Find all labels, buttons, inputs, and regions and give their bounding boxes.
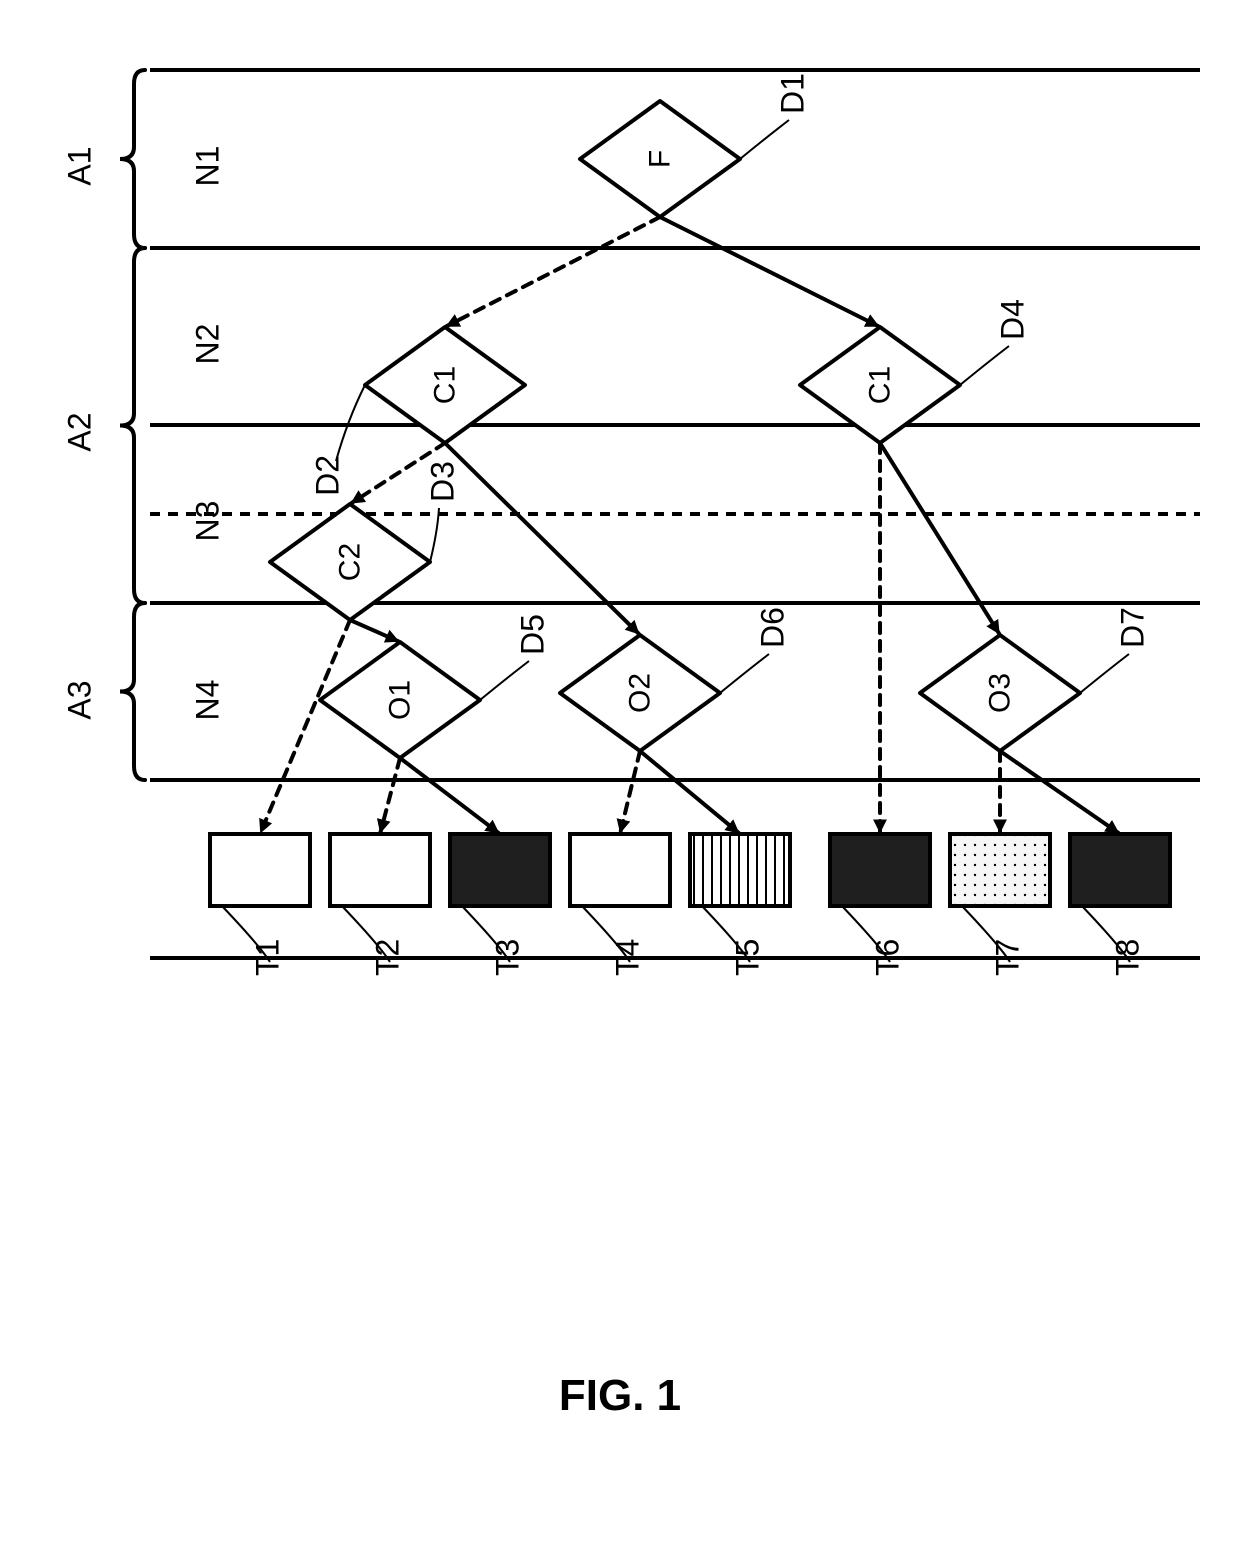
- decision-diamond-text: C2: [334, 543, 367, 581]
- edge-dashed: [261, 620, 350, 832]
- terminal-box: [450, 834, 550, 906]
- row-label: N4: [189, 680, 225, 721]
- decision-diamond-text: O3: [984, 673, 1017, 713]
- brace-label: A3: [61, 680, 97, 719]
- brace-label: A1: [61, 146, 97, 185]
- edge-solid: [400, 758, 498, 833]
- callout-leader: [430, 508, 439, 562]
- callout-label: D2: [309, 455, 345, 496]
- decision-tree-figure: N1 N2 N3 N4 A1 A2 A3 F D1 C1 D2 C2 D3 C1 D4 O1 D5 O2 D6 O3 D…: [0, 0, 1240, 1543]
- callout-label: T7: [989, 939, 1025, 976]
- row-label: N1: [189, 146, 225, 187]
- edge-solid: [350, 620, 398, 641]
- terminal-box: [690, 834, 790, 906]
- figure-caption: FIG. 1: [559, 1371, 681, 1420]
- callout-leader: [720, 654, 769, 693]
- callout-label: D1: [774, 73, 810, 114]
- edge-solid: [660, 217, 878, 326]
- callout-label: D3: [424, 461, 460, 502]
- callout-label: T8: [1109, 939, 1145, 976]
- edge-dashed: [381, 758, 400, 832]
- callout-label: T5: [729, 939, 765, 976]
- edge-solid: [1000, 751, 1118, 833]
- terminal-box: [950, 834, 1050, 906]
- brace-label: A2: [61, 412, 97, 451]
- decision-diamond-text: F: [644, 150, 677, 168]
- callout-label: D5: [514, 614, 550, 655]
- callout-leader: [960, 346, 1009, 385]
- brace: [120, 70, 145, 248]
- terminal-box: [1070, 834, 1170, 906]
- edge-dashed: [447, 217, 660, 326]
- terminal-box: [570, 834, 670, 906]
- terminal-box: [210, 834, 310, 906]
- decision-diamond-text: O2: [624, 673, 657, 713]
- callout-leader: [480, 661, 529, 700]
- callout-label: D6: [754, 607, 790, 648]
- terminal-box: [330, 834, 430, 906]
- terminal-box: [830, 834, 930, 906]
- callout-label: T4: [609, 939, 645, 976]
- callout-label: T2: [369, 939, 405, 976]
- decision-diamond-text: O1: [384, 680, 417, 720]
- callout-label: T6: [869, 939, 905, 976]
- edge-solid: [640, 751, 738, 833]
- decision-diamond-text: C1: [864, 366, 897, 404]
- callout-label: T1: [249, 939, 285, 976]
- edge-solid: [445, 443, 639, 634]
- brace: [120, 603, 145, 780]
- callout-label: D4: [994, 299, 1030, 340]
- callout-label: T3: [489, 939, 525, 976]
- row-label: N3: [189, 501, 225, 542]
- callout-leader: [740, 120, 789, 159]
- row-label: N2: [189, 324, 225, 365]
- brace: [120, 248, 145, 603]
- decision-diamond-text: C1: [429, 366, 462, 404]
- callout-label: D7: [1114, 607, 1150, 648]
- callout-leader: [1080, 654, 1129, 693]
- edge-dashed: [620, 751, 640, 832]
